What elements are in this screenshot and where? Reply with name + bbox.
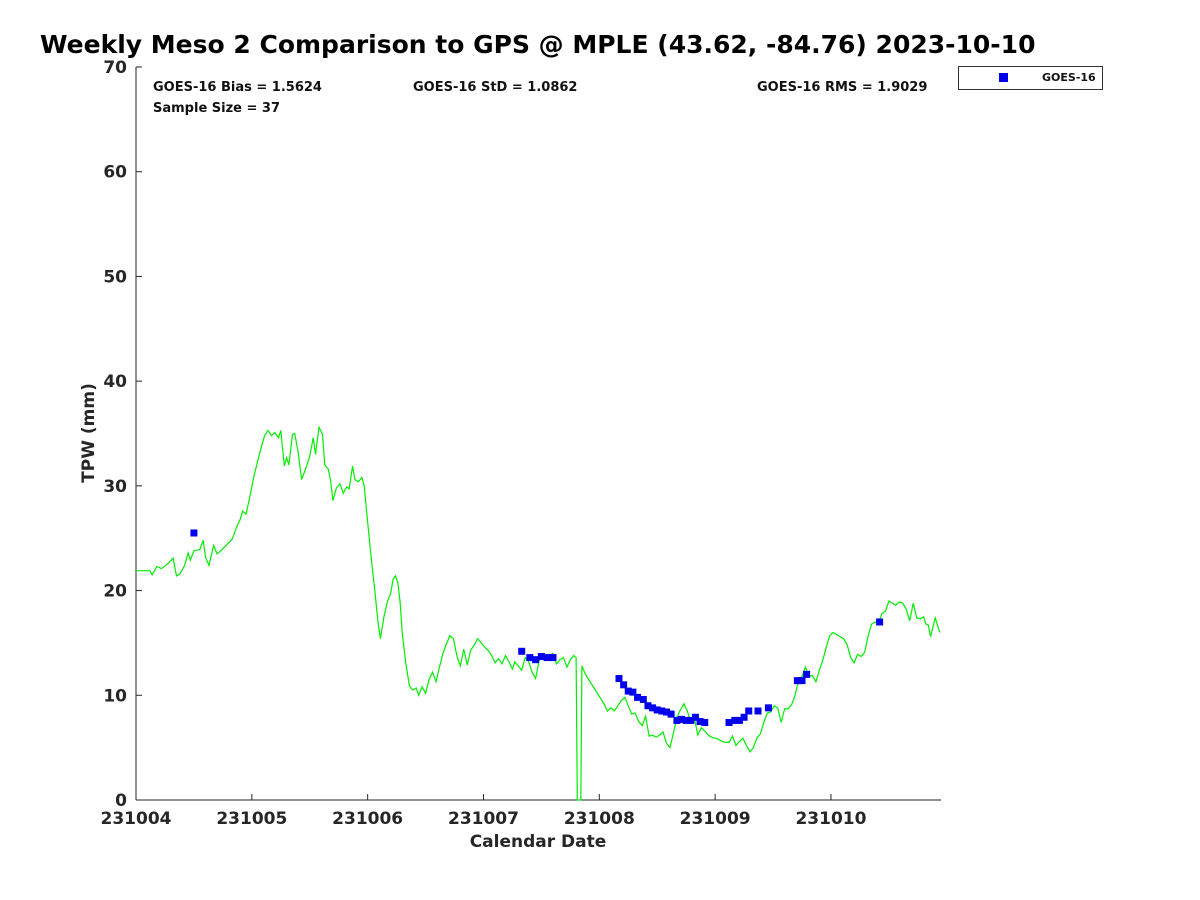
y-tick-label: 70 (103, 58, 127, 78)
goes16-point (518, 647, 526, 655)
y-tick-label: 60 (103, 163, 127, 183)
y-tick-label: 40 (103, 372, 127, 392)
goes16-point (745, 707, 753, 715)
goes16-point (876, 618, 884, 626)
legend-goes16-label: GOES-16 (1042, 71, 1096, 84)
legend-goes16-marker (999, 73, 1008, 82)
y-tick-label: 50 (103, 267, 127, 287)
y-tick-label: 30 (103, 477, 127, 497)
goes16-point (190, 529, 198, 537)
x-tick-label: 231010 (795, 809, 866, 829)
goes16-point (682, 716, 690, 724)
goes16-point (624, 687, 632, 695)
goes16-point (667, 710, 675, 718)
plot-area (135, 67, 941, 801)
goes16-point (620, 681, 628, 689)
x-tick-label: 231004 (101, 809, 172, 829)
goes16-point (653, 706, 661, 714)
y-tick-label: 10 (103, 686, 127, 706)
gps-series-line (136, 425, 941, 801)
y-tick-label: 20 (103, 582, 127, 602)
series-layer (136, 425, 941, 801)
goes16-point (735, 716, 743, 724)
x-tick-label: 231005 (216, 809, 287, 829)
legend: GOES-16 (958, 66, 1103, 90)
goes16-point (754, 707, 762, 715)
chart-title: Weekly Meso 2 Comparison to GPS @ MPLE (… (40, 30, 1036, 59)
goes16-point (537, 653, 545, 661)
y-tick-label: 0 (115, 791, 127, 811)
x-axis-ticks: 231004 231005 231006 231007 231008 231009 2310… (101, 794, 867, 829)
goes16-point (658, 707, 666, 715)
goes16-point (526, 654, 534, 662)
goes16-point (691, 713, 699, 721)
goes16-point (793, 677, 801, 685)
y-axis-label: TPW (mm) (79, 383, 99, 483)
goes16-point (687, 716, 695, 724)
goes16-point (532, 656, 540, 664)
goes16-point (803, 670, 811, 678)
goes16-point (634, 693, 642, 701)
x-tick-label: 231009 (680, 809, 751, 829)
goes16-point (543, 654, 551, 662)
goes16-point (740, 713, 748, 721)
bias-stat: GOES-16 Bias = 1.5624 (153, 80, 322, 95)
goes16-point (662, 708, 670, 716)
x-tick-label: 231006 (332, 809, 403, 829)
goes16-point (615, 675, 623, 683)
goes16-point (673, 716, 681, 724)
goes16-point (629, 688, 637, 696)
x-tick-label: 231008 (564, 809, 635, 829)
goes16-point (798, 677, 806, 685)
goes16-point (696, 717, 704, 725)
std-stat: GOES-16 StD = 1.0862 (413, 80, 578, 95)
y-axis-ticks: 0 10 20 30 40 50 60 70 (103, 58, 142, 811)
goes16-point (764, 704, 772, 712)
sample-size-stat: Sample Size = 37 (153, 101, 281, 116)
goes16-point (731, 716, 739, 724)
x-axis-label: Calendar Date (470, 832, 607, 852)
goes16-point (644, 702, 652, 710)
rms-stat: GOES-16 RMS = 1.9029 (757, 80, 928, 95)
goes16-point (649, 704, 657, 712)
goes16-point (701, 719, 709, 727)
goes16-point (639, 695, 647, 703)
goes16-point (725, 719, 733, 727)
goes16-point (678, 715, 686, 723)
x-tick-label: 231007 (448, 809, 519, 829)
goes16-point (549, 654, 557, 662)
